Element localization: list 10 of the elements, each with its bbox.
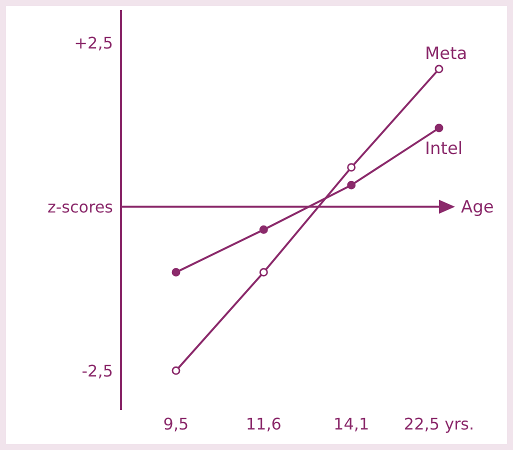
x-tick-label: 11,6 — [246, 414, 282, 434]
y-tick-label: +2,5 — [74, 33, 113, 52]
series-label: Intel — [425, 139, 463, 160]
y-tick-label: -2,5 — [82, 361, 113, 380]
y-tick-label: z-scores — [48, 197, 113, 216]
series-label: Meta — [425, 44, 468, 64]
x-tick-label: 22,5 yrs. — [404, 414, 474, 434]
ref-line-label: Age — [461, 198, 494, 218]
x-tick-label: 14,1 — [334, 414, 370, 434]
x-tick-label: 9,5 — [163, 414, 189, 434]
